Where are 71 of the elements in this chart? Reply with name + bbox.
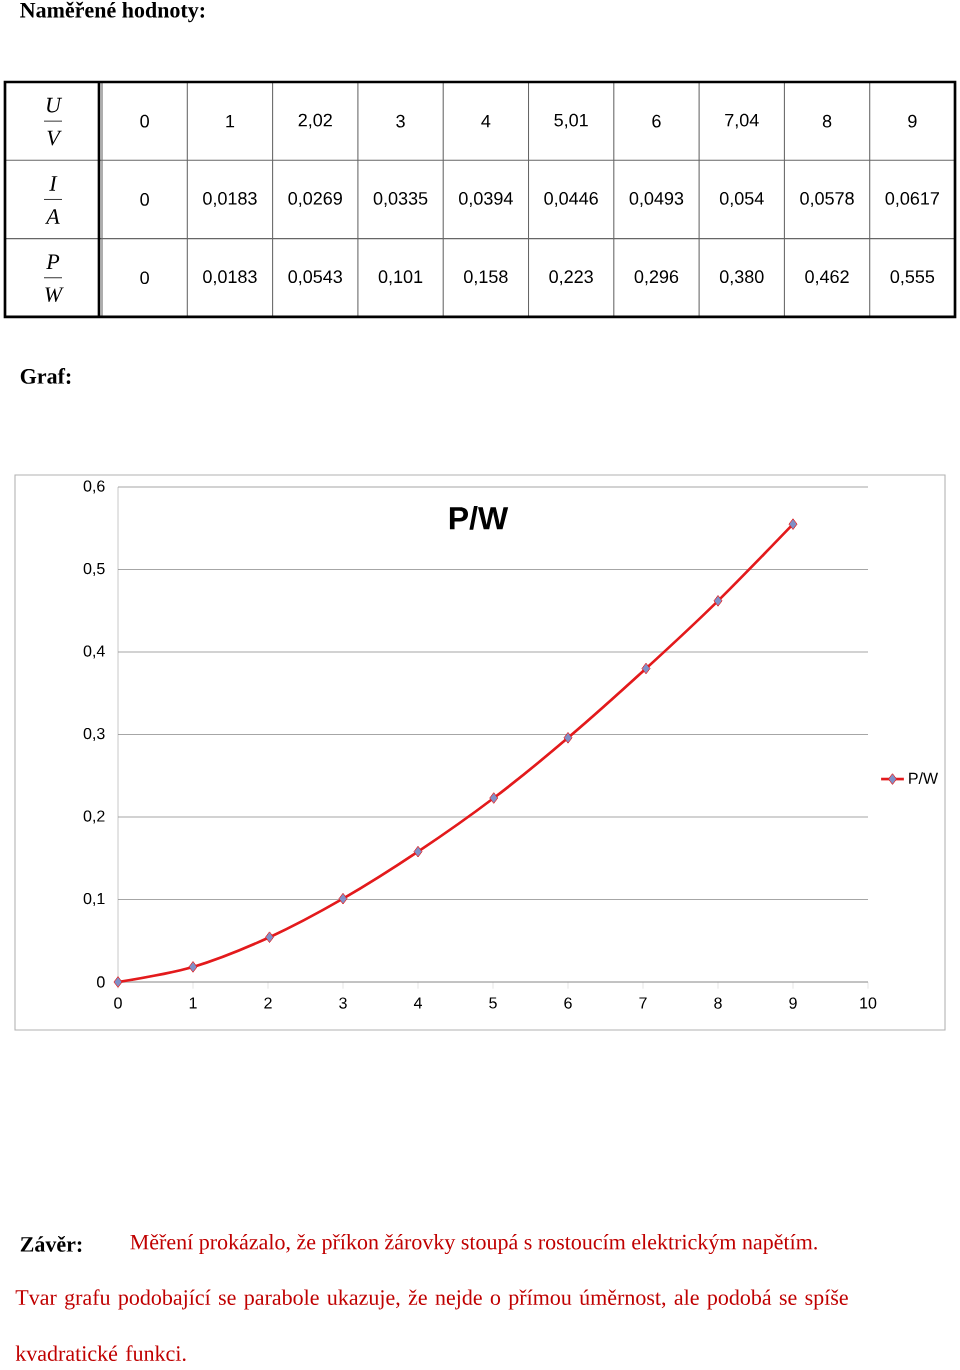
text: 0,223	[549, 270, 593, 286]
text: Závěr:	[20, 1236, 82, 1252]
x-tick-label: 3	[339, 997, 347, 1009]
text: 0,0183	[203, 270, 257, 286]
x-tick-label: 10	[860, 997, 877, 1009]
text: P	[46, 254, 60, 269]
text: 0	[140, 271, 149, 285]
legend-label: P/W	[909, 772, 939, 784]
text: 0,462	[805, 270, 849, 286]
text: 6	[652, 114, 661, 128]
text: W	[45, 287, 64, 303]
x-tick-label: 8	[714, 997, 722, 1009]
y-tick-label: 0,4	[83, 645, 105, 659]
text: 0,0183	[203, 192, 257, 207]
y-tick-label: 0,1	[83, 892, 105, 907]
point	[489, 792, 499, 804]
text: 0,0543	[288, 270, 342, 286]
text: 4	[481, 114, 491, 128]
text: 0,0394	[459, 192, 513, 207]
point	[113, 976, 123, 988]
text: 0,0578	[800, 192, 854, 207]
x-tick-label: 2	[264, 997, 272, 1009]
text: 0,296	[634, 270, 679, 286]
y-tick-label: 0,5	[83, 562, 105, 577]
x-tick-label: 0	[114, 997, 122, 1009]
y-tick-label: 0,3	[83, 727, 105, 742]
text: 0	[140, 193, 149, 206]
y-tick-label: 0	[97, 976, 105, 988]
x-tick-label: 6	[564, 997, 572, 1009]
text: 9	[908, 114, 917, 128]
x-tick-label: 7	[639, 997, 647, 1009]
text: Měření prokázalo, že příkon žárovky stoupá s rostoucím elektrickým napětím.	[130, 1233, 817, 1255]
text: 0,555	[890, 270, 935, 286]
text: V	[47, 130, 62, 146]
text: Graf:	[20, 368, 71, 384]
point	[563, 732, 573, 744]
text: 0,054	[719, 192, 764, 207]
text: 0,0335	[373, 192, 428, 207]
point	[713, 595, 723, 607]
text: Naměřené hodnoty:	[20, 1, 205, 23]
text: 0,101	[378, 270, 423, 286]
text: 0,0446	[544, 192, 598, 207]
text: 0,0617	[885, 192, 939, 207]
text: 0	[140, 114, 149, 128]
point	[188, 961, 198, 973]
text: 3	[396, 114, 405, 128]
text: U	[47, 97, 63, 113]
text: 8	[822, 114, 832, 128]
text: Tvar grafu podobající se parabole ukazuje, že nejde o přímou úměrnost, ale podobá se spíše kvadratické funkci.	[15, 1289, 848, 1362]
point	[641, 662, 651, 675]
y-tick-label: 0,6	[83, 480, 105, 494]
text: 2,02	[298, 113, 332, 129]
x-tick-label: 4	[413, 997, 422, 1009]
x-tick-label: 9	[789, 997, 797, 1009]
text: 0,0493	[629, 192, 684, 207]
x-tick-label: 5	[489, 997, 497, 1009]
text: 0,158	[464, 270, 508, 286]
text: 0,0269	[288, 192, 342, 207]
chart-title: P/W	[449, 505, 509, 530]
text: 0,380	[719, 270, 764, 286]
point	[788, 518, 798, 530]
y-tick-label: 0,2	[83, 810, 105, 824]
point	[338, 892, 348, 905]
point	[265, 931, 274, 943]
point	[413, 845, 423, 858]
text: 1	[226, 114, 235, 128]
x-tick-label: 1	[189, 997, 197, 1009]
text: 7,04	[725, 113, 759, 129]
text: 5,01	[554, 113, 588, 129]
text: I	[49, 176, 58, 191]
text: A	[45, 209, 60, 224]
